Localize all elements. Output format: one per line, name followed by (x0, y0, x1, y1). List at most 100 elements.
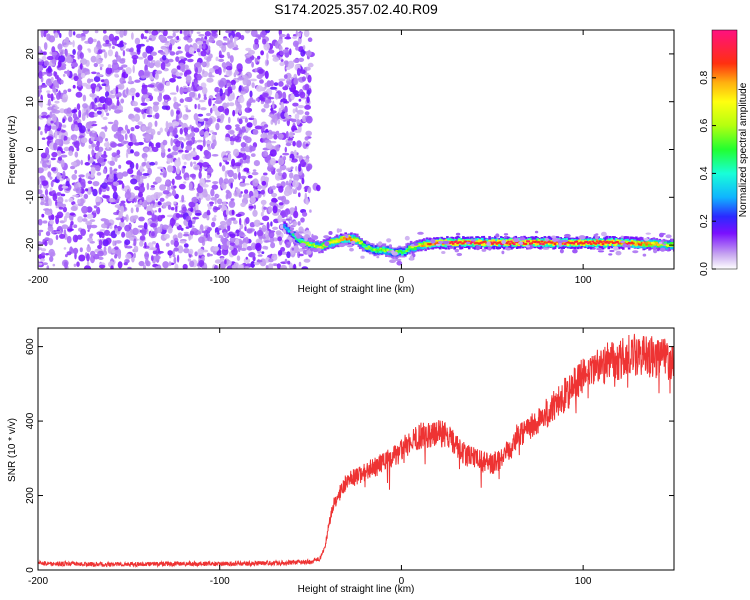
noise-blob (254, 231, 257, 237)
noise-blob (299, 91, 306, 99)
noise-blob (290, 94, 295, 100)
noise-blob (176, 166, 180, 175)
noise-blob (282, 49, 289, 53)
ridge-peak (451, 242, 455, 245)
noise-blob (141, 109, 145, 115)
noise-blob (63, 229, 67, 236)
noise-blob (228, 102, 235, 107)
noise-blob (130, 207, 134, 214)
noise-blob (230, 198, 235, 201)
noise-blob (178, 56, 185, 59)
ridge-core (604, 241, 608, 246)
noise-blob (131, 55, 139, 60)
noise-blob (87, 37, 94, 45)
noise-blob (185, 134, 192, 138)
noise-blob (171, 178, 175, 186)
noise-blob (253, 262, 260, 266)
noise-blob (122, 216, 127, 220)
noise-blob (295, 45, 299, 51)
ridge-band (595, 240, 599, 248)
noise-blob (61, 129, 66, 133)
noise-blob (179, 86, 184, 95)
y-tick-label: 400 (25, 412, 36, 429)
noise-blob (93, 62, 99, 68)
noise-blob (255, 242, 262, 252)
noise-blob (179, 240, 187, 244)
noise-blob (38, 70, 43, 79)
ridge-peak (481, 241, 484, 244)
noise-blob (189, 91, 196, 98)
noise-blob (175, 213, 181, 219)
noise-blob (56, 192, 62, 196)
ridge-peak (367, 245, 371, 248)
noise-blob (183, 248, 190, 254)
noise-blob (175, 175, 182, 180)
ridge-sidelobe (481, 248, 487, 252)
ridge-core (648, 242, 651, 247)
noise-blob (143, 58, 149, 65)
ridge-core (366, 245, 369, 250)
ridge-peak (614, 241, 618, 244)
noise-blob (91, 149, 95, 157)
noise-blob (171, 151, 179, 156)
noise-blob (242, 193, 250, 199)
noise-blob (278, 78, 286, 82)
noise-blob (245, 155, 251, 160)
ridge-peak (491, 242, 494, 245)
noise-blob (216, 118, 221, 123)
noise-blob (150, 223, 157, 228)
noise-blob (38, 98, 43, 107)
ridge-core (601, 240, 605, 244)
noise-blob (160, 51, 166, 55)
noise-blob (246, 228, 253, 234)
noise-blob (92, 181, 100, 187)
noise-blob (64, 199, 68, 203)
noise-blob (75, 187, 82, 194)
noise-blob (296, 109, 304, 115)
noise-blob (218, 54, 225, 59)
noise-blob (152, 241, 156, 245)
noise-blob (114, 91, 122, 98)
noise-blob (94, 105, 98, 108)
noise-blob (252, 169, 257, 172)
noise-blob (223, 37, 230, 41)
noise-blob (278, 202, 284, 206)
noise-blob (198, 34, 205, 37)
ridge-peak (431, 243, 435, 246)
ridge-core (296, 236, 299, 241)
colorbar: 0.00.20.40.60.8 Normalized spectral ampl… (699, 29, 749, 276)
noise-blob (270, 110, 277, 114)
ridge-peak (547, 240, 551, 243)
ridge-peak (543, 241, 547, 244)
noise-blob (279, 224, 284, 230)
noise-blob (209, 68, 215, 73)
noise-blob (149, 161, 156, 166)
ridge-peak (409, 245, 413, 248)
ridge-peak (369, 246, 372, 249)
ridge-sidelobe (513, 238, 520, 243)
noise-blob (253, 219, 261, 227)
noise-blob (252, 190, 259, 198)
noise-blob (77, 44, 83, 52)
noise-blob (197, 103, 201, 110)
noise-blob (245, 54, 253, 57)
noise-blob (104, 138, 109, 142)
noise-blob (156, 226, 163, 233)
noise-blob (186, 96, 193, 103)
noise-blob (269, 236, 275, 243)
noise-blob (221, 165, 226, 172)
noise-blob (55, 230, 63, 234)
noise-blob (103, 229, 111, 236)
noise-blob (133, 238, 137, 247)
ridge-peak (492, 241, 496, 244)
noise-blob (286, 209, 291, 215)
noise-blob (145, 45, 152, 54)
ridge-peak (654, 243, 657, 246)
noise-blob (107, 160, 110, 164)
noise-blob (276, 183, 282, 187)
noise-blob (71, 109, 77, 114)
noise-blob (41, 213, 45, 218)
noise-blob (256, 229, 264, 237)
noise-blob (187, 258, 192, 262)
ridge-sidelobe (466, 241, 471, 245)
